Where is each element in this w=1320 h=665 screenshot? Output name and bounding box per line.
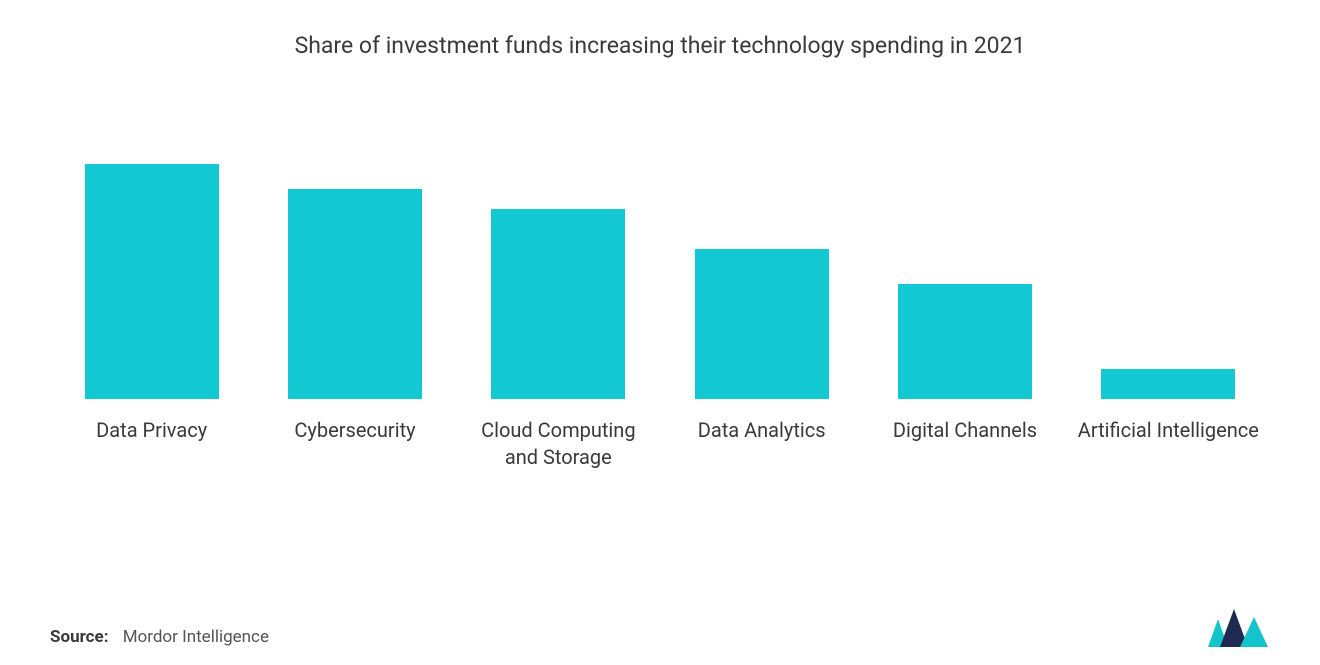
- footer: Source: Mordor Intelligence: [20, 607, 1300, 665]
- bar: [491, 209, 625, 399]
- bars-row: [50, 109, 1270, 399]
- bar: [288, 189, 422, 399]
- bar-label: Data Privacy: [50, 417, 253, 471]
- bar-slot: [863, 109, 1066, 399]
- chart-area: Data PrivacyCybersecurityCloud Computing…: [20, 109, 1300, 607]
- bar-slot: [457, 109, 660, 399]
- bar-slot: [1067, 109, 1270, 399]
- bar-slot: [253, 109, 456, 399]
- bar-label: Artificial Intelligence: [1067, 417, 1270, 471]
- source-label: Source:: [50, 627, 108, 647]
- chart-title: Share of investment funds increasing the…: [20, 32, 1300, 59]
- bar: [85, 164, 219, 399]
- mordor-logo-icon: [1208, 607, 1270, 647]
- bar-label: Digital Channels: [863, 417, 1066, 471]
- bar: [898, 284, 1032, 399]
- bar-label: Cybersecurity: [253, 417, 456, 471]
- source-value: Mordor Intelligence: [123, 627, 269, 647]
- labels-row: Data PrivacyCybersecurityCloud Computing…: [50, 417, 1270, 471]
- source-line: Source: Mordor Intelligence: [50, 627, 269, 647]
- bar-label: Cloud Computing and Storage: [457, 417, 660, 471]
- bar-label: Data Analytics: [660, 417, 863, 471]
- bar: [695, 249, 829, 399]
- bar-slot: [50, 109, 253, 399]
- bar-slot: [660, 109, 863, 399]
- bar: [1101, 369, 1235, 399]
